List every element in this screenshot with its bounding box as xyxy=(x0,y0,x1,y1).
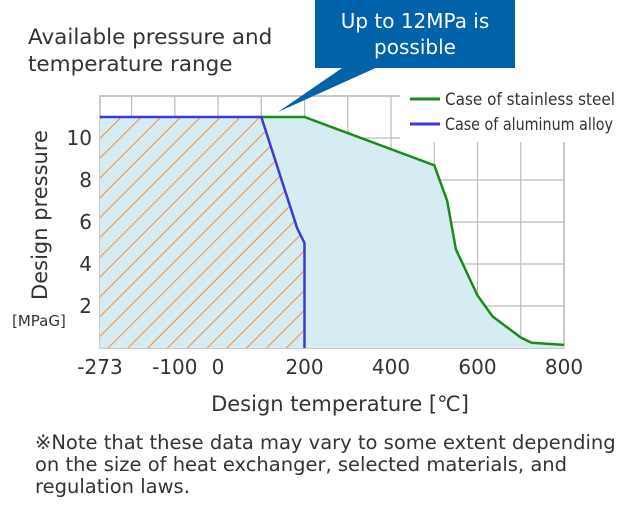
y-axis-unit: [MPaG] xyxy=(12,312,66,330)
aluminum-area-hatch xyxy=(100,117,305,348)
legend: Case of stainless steel Case of aluminum… xyxy=(410,90,615,135)
y-axis-label: Design pressure xyxy=(28,130,52,300)
x-tick-label: 200 xyxy=(285,355,323,379)
y-tick-label: 4 xyxy=(79,252,92,276)
callout: Up to 12MPa is possible xyxy=(278,0,515,112)
x-tick-label: -273 xyxy=(77,355,122,379)
callout-box xyxy=(315,0,515,68)
x-tick-label: -100 xyxy=(152,355,197,379)
steel-line xyxy=(261,115,565,347)
y-tick-label: 8 xyxy=(79,168,92,192)
chart-heading-line-1: Available pressure and xyxy=(28,25,272,50)
y-tick-label: 10 xyxy=(67,126,92,150)
pressure-temperature-chart: Available pressure and temperature range… xyxy=(12,0,640,416)
callout-line-1: Up to 12MPa is xyxy=(341,9,490,33)
x-tick-label: 800 xyxy=(545,355,583,379)
callout-line-2: possible xyxy=(374,35,456,59)
x-tick-label: 600 xyxy=(458,355,496,379)
x-tick-label: 0 xyxy=(212,355,225,379)
aluminum-line xyxy=(100,115,306,348)
chart-heading-line-2: temperature range xyxy=(28,52,233,77)
callout-pointer xyxy=(278,66,380,112)
legend-background xyxy=(400,86,640,142)
x-axis-label: Design temperature [℃] xyxy=(211,392,469,416)
y-tick-label: 6 xyxy=(79,210,92,234)
footnote: ※Note that these data may vary to some e… xyxy=(35,431,616,498)
legend-steel-label: Case of stainless steel xyxy=(445,90,615,110)
x-tick-label: 400 xyxy=(372,355,410,379)
legend-aluminum-label: Case of aluminum alloy xyxy=(445,115,613,135)
y-tick-label: 2 xyxy=(79,294,92,318)
